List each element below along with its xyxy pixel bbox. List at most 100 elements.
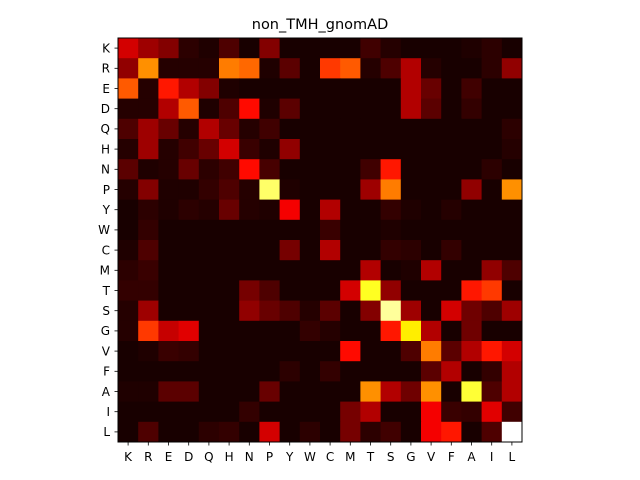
heatmap-cell-N-E — [158, 159, 179, 180]
heatmap-cell-R-D — [178, 58, 200, 79]
y-tick-label: D — [101, 102, 110, 116]
heatmap-cell-C-P — [259, 240, 280, 261]
x-tick-label: I — [490, 450, 494, 464]
heatmap-cell-F-H — [219, 361, 240, 382]
x-tick-label: Y — [285, 450, 294, 464]
heatmap-cell-Y-K — [118, 199, 139, 221]
heatmap-cell-D-Y — [279, 98, 301, 120]
chart-title: non_TMH_gnomAD — [252, 17, 389, 33]
heatmap-cell-P-E — [158, 179, 179, 200]
heatmap-cell-D-I — [481, 98, 503, 120]
heatmap-cell-Y-Q — [198, 199, 220, 221]
heatmap-cell-E-G — [400, 78, 422, 99]
heatmap-cell-A-I — [481, 381, 503, 402]
heatmap-cell-G-H — [219, 320, 240, 342]
heatmap-cell-R-C — [320, 58, 341, 79]
heatmap-cell-S-K — [118, 300, 139, 322]
heatmap-cell-A-H — [219, 381, 240, 402]
heatmap-cell-G-N — [239, 320, 260, 342]
heatmap-cell-H-G — [400, 139, 422, 160]
heatmap-cell-Y-P — [259, 199, 280, 221]
heatmap-cell-E-Q — [198, 78, 220, 99]
x-tick-label: T — [366, 450, 375, 464]
heatmap-cell-C-W — [299, 240, 321, 261]
heatmap-cell-P-N — [239, 179, 260, 200]
heatmap-cell-F-K — [118, 361, 139, 382]
heatmap-cell-C-E — [158, 240, 179, 261]
heatmap-cell-I-P — [259, 401, 280, 423]
heatmap-cell-D-K — [118, 98, 139, 120]
heatmap-cell-K-K — [118, 38, 139, 59]
heatmap-cell-L-T — [360, 421, 381, 443]
heatmap-cell-Q-S — [380, 118, 402, 140]
heatmap-cell-W-R — [138, 219, 159, 241]
heatmap-cell-N-P — [259, 159, 280, 180]
heatmap-cell-E-N — [239, 78, 260, 99]
heatmap-cell-L-Q — [198, 421, 220, 443]
heatmap-cell-E-P — [259, 78, 280, 99]
heatmap-cell-M-F — [441, 260, 462, 281]
heatmap-cell-P-W — [299, 179, 321, 200]
heatmap-cell-Y-I — [481, 199, 503, 221]
heatmap-cell-C-R — [138, 240, 159, 261]
heatmap-cell-L-E — [158, 421, 179, 443]
heatmap-cell-I-A — [461, 401, 482, 423]
heatmap-cell-E-S — [380, 78, 402, 99]
heatmap-cell-A-G — [400, 381, 422, 402]
heatmap-cell-E-M — [340, 78, 361, 99]
heatmap-cell-S-G — [400, 300, 422, 322]
heatmap-cell-L-C — [320, 421, 341, 443]
heatmap-cell-W-N — [239, 219, 260, 241]
heatmap-cell-N-A — [461, 159, 482, 180]
heatmap-cell-S-F — [441, 300, 462, 322]
heatmap-cell-E-H — [219, 78, 240, 99]
heatmap-cell-C-C — [320, 240, 341, 261]
y-tick-label: E — [102, 82, 110, 96]
heatmap-cell-E-I — [481, 78, 503, 99]
heatmap-cell-W-V — [421, 219, 442, 241]
heatmap-cell-T-V — [421, 280, 442, 301]
heatmap-cell-H-V — [421, 139, 442, 160]
heatmap-cell-K-D — [178, 38, 200, 59]
heatmap-cell-M-P — [259, 260, 280, 281]
heatmap-cell-L-P — [259, 421, 280, 443]
y-tick-label: L — [103, 425, 110, 439]
heatmap-cell-E-D — [178, 78, 200, 99]
heatmap-cell-W-C — [320, 219, 341, 241]
heatmap-cell-C-S — [380, 240, 402, 261]
heatmap-cell-K-N — [239, 38, 260, 59]
heatmap-cell-Y-S — [380, 199, 402, 221]
heatmap-cell-G-F — [441, 320, 462, 342]
heatmap-cell-W-E — [158, 219, 179, 241]
y-tick-label: I — [106, 405, 110, 419]
x-tick-label: C — [326, 450, 334, 464]
heatmap-cell-H-K — [118, 139, 139, 160]
heatmap-cell-Y-V — [421, 199, 442, 221]
heatmap-cell-R-W — [299, 58, 321, 79]
heatmap-cell-V-W — [299, 341, 321, 362]
heatmap-cell-L-A — [461, 421, 482, 443]
heatmap-cell-C-D — [178, 240, 200, 261]
heatmap-cell-L-L — [501, 421, 523, 443]
heatmap-cell-W-K — [118, 219, 139, 241]
heatmap-cell-D-D — [178, 98, 200, 120]
heatmap-cell-T-M — [340, 280, 361, 301]
y-tick-label: Q — [101, 122, 110, 136]
heatmap-cell-Y-T — [360, 199, 381, 221]
heatmap-cell-H-E — [158, 139, 179, 160]
heatmap-cell-F-L — [501, 361, 523, 382]
heatmap-cell-M-K — [118, 260, 139, 281]
heatmap-cell-N-K — [118, 159, 139, 180]
heatmap-cell-W-W — [299, 219, 321, 241]
heatmap-cell-R-G — [400, 58, 422, 79]
heatmap-cell-I-H — [219, 401, 240, 423]
heatmap-cell-Y-L — [501, 199, 523, 221]
heatmap-cell-P-I — [481, 179, 503, 200]
heatmap-cell-T-A — [461, 280, 482, 301]
heatmap-cell-S-L — [501, 300, 523, 322]
heatmap-cell-V-P — [259, 341, 280, 362]
heatmap-cell-M-E — [158, 260, 179, 281]
heatmap-cell-Y-G — [400, 199, 422, 221]
heatmap-cell-N-F — [441, 159, 462, 180]
heatmap-cell-N-G — [400, 159, 422, 180]
